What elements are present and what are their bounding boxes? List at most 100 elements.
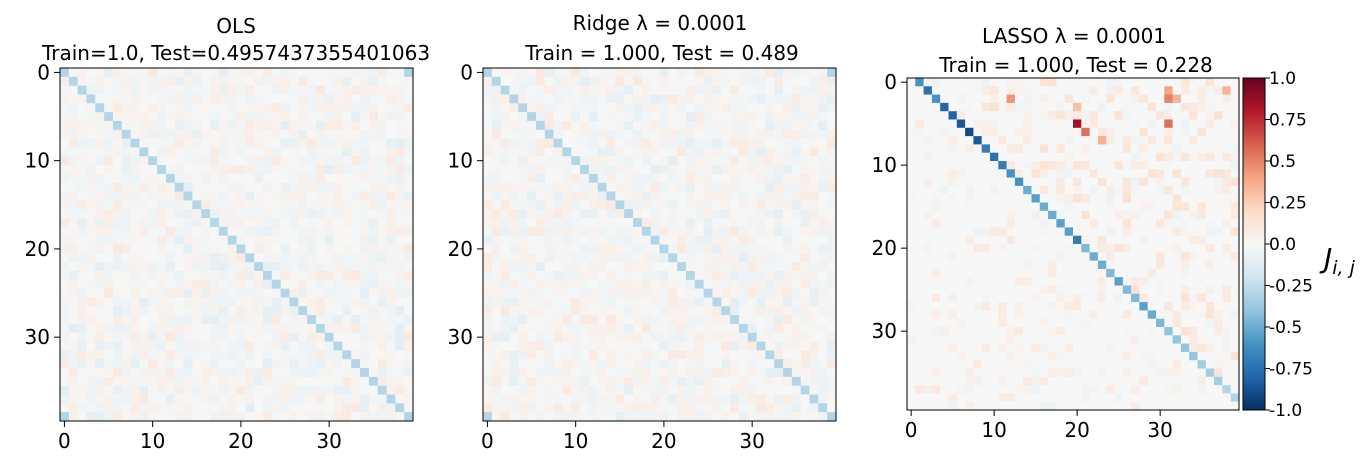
heatmap-cell [254,191,264,201]
heatmap-cell [165,244,176,254]
heatmap-cell [192,244,202,254]
heatmap-cell [756,173,766,184]
heatmap-cell [774,138,784,148]
heatmap-cell [112,76,123,87]
heatmap-cell [104,394,114,404]
heatmap-cell [491,103,502,113]
heatmap-cell [157,323,167,334]
heatmap-cell [1139,169,1149,178]
heatmap-cell [1189,210,1198,220]
heatmap-cell [491,173,502,184]
heatmap-cell [404,147,414,157]
heatmap-cell [404,191,414,201]
heatmap-cell [1164,335,1173,344]
heatmap-cell [377,112,387,122]
heatmap-cell [1122,119,1132,129]
heatmap-cell [280,270,290,281]
heatmap-cell [694,244,705,254]
heatmap-cell [324,235,334,245]
heatmap-cell [783,270,793,281]
heatmap-cell [262,129,273,139]
heatmap-cell [990,401,999,411]
heatmap-cell [998,78,1007,87]
heatmap-cell [174,350,184,360]
heatmap-cell [931,252,941,261]
heatmap-cell [659,182,669,192]
heatmap-cell [685,218,696,228]
heatmap-cell [907,293,916,303]
heatmap-cell [1064,210,1074,220]
heatmap-cell [827,138,837,148]
heatmap-cell [800,112,810,122]
heatmap-cell [650,209,660,219]
heatmap-cell [1064,161,1074,170]
heatmap-cell [386,120,396,131]
heatmap-cell [1189,310,1198,320]
heatmap-cell [973,351,983,361]
heatmap-cell [236,323,246,334]
heatmap-cell [1197,285,1207,295]
heatmap-cell [77,270,87,281]
heatmap-cell [544,341,554,351]
heatmap-cell [491,244,502,254]
heatmap-cell [650,129,660,139]
heatmap-cell [562,173,572,184]
heatmap-cell [1106,202,1115,212]
heatmap-cell [685,94,696,104]
heatmap-cell [104,165,114,175]
heatmap-cell [940,260,949,270]
heatmap-cell [1073,127,1082,137]
heatmap-cell [165,85,176,95]
heatmap-cell [580,323,590,334]
heatmap-cell [112,359,123,369]
heatmap-cell [633,103,643,113]
heatmap-cell [395,173,405,184]
heatmap-cell [60,244,70,254]
heatmap-cell [544,350,554,360]
heatmap-cell [1156,194,1165,203]
heatmap-cell [86,385,96,395]
heatmap-cell [685,182,696,192]
heatmap-cell [562,68,572,78]
heatmap-cell [756,209,766,219]
heatmap-cell [973,385,983,394]
heatmap-cell [245,235,255,245]
heatmap-cell [395,394,405,404]
heatmap-cell [907,102,916,112]
heatmap-cell [1106,310,1115,320]
heatmap-cell [677,165,687,175]
heatmap-cell [606,376,616,387]
heatmap-cell [998,343,1007,353]
heatmap-cell [404,350,414,360]
heatmap-cell [1006,244,1016,253]
heatmap-cell [965,94,974,104]
heatmap-cell [1147,235,1157,245]
heatmap-cell [1081,235,1090,245]
heatmap-cell [1222,293,1232,303]
heatmap-cell [553,147,563,157]
heatmap-cell [907,202,916,212]
heatmap-cell [218,412,229,422]
heatmap-cell [712,288,722,298]
heatmap-cell [307,165,317,175]
heatmap-cell [588,403,599,413]
heatmap-cell [1222,335,1232,344]
heatmap-cell [324,368,334,378]
heatmap-cell [1023,235,1032,245]
heatmap-cell [1014,327,1024,336]
heatmap-cell [324,85,334,95]
heatmap-cell [650,191,660,201]
heatmap-cell [121,359,131,369]
heatmap-cell [280,182,290,192]
heatmap-cell [509,403,519,413]
heatmap-cell [915,177,924,187]
heatmap-cell [624,218,634,228]
heatmap-cell [183,165,193,175]
heatmap-cell [1180,210,1190,220]
heatmap-cell [289,279,299,290]
heatmap-cell [1172,327,1182,336]
heatmap-cell [1147,144,1157,154]
heatmap-cell [571,94,581,104]
heatmap-cell [588,112,599,122]
heatmap-cell [721,85,731,95]
